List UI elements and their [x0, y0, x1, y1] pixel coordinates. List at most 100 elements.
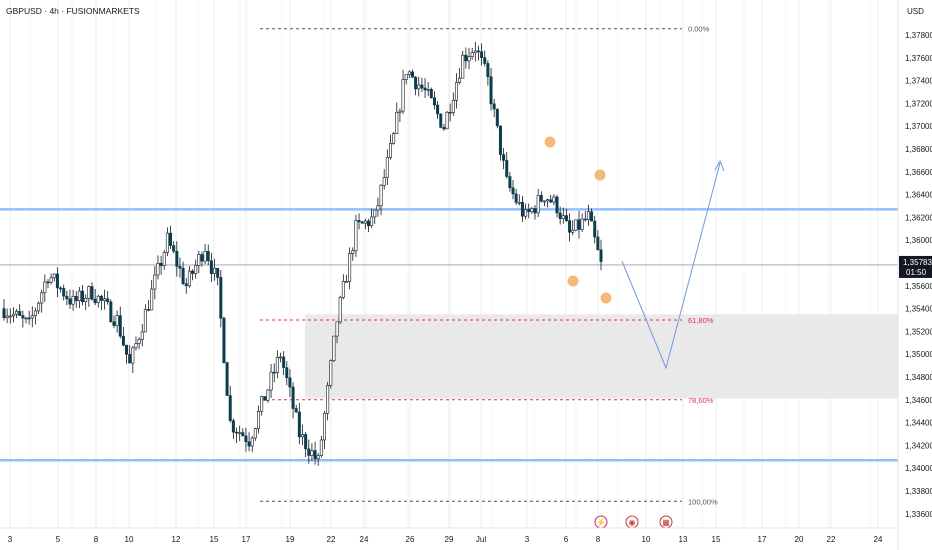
date-label-10: 10 [125, 535, 134, 544]
candle-up [470, 52, 474, 57]
candle-up [77, 290, 81, 302]
candle-down [282, 356, 286, 368]
fib-level-label: 100,00% [688, 497, 718, 506]
fib-level-label: 78,60% [688, 396, 714, 405]
lightning-icon[interactable]: ⚡ [594, 515, 608, 529]
candle-up [530, 208, 534, 213]
candle-up [458, 77, 462, 83]
price-tick-label: 1,36600 [905, 168, 932, 177]
candle-up [134, 343, 138, 349]
date-label-15: 15 [210, 535, 219, 544]
candle-down [216, 267, 220, 278]
candle-up [115, 315, 119, 326]
candle-down [492, 103, 496, 110]
candle-down [313, 450, 317, 460]
candle-down [112, 321, 116, 326]
price-tick-label: 1,33800 [905, 487, 932, 496]
candle-down [590, 211, 594, 222]
date-label-17: 17 [758, 535, 767, 544]
candle-down [476, 50, 480, 53]
candle-down [272, 371, 276, 374]
candle-up [316, 455, 320, 460]
projection-line[interactable] [621, 162, 721, 370]
projection-path[interactable] [621, 159, 725, 370]
candle-up [395, 112, 399, 134]
candle-up [379, 184, 383, 207]
price-tick-label: 1,35000 [905, 350, 932, 359]
fibonacci-levels[interactable]: 0,00% 61,80% 78,60% 100,00% [260, 25, 718, 507]
candlestick-series [2, 41, 603, 466]
candle-down [159, 262, 163, 266]
candle-up [5, 315, 9, 319]
fib-level-label: 0,00% [688, 25, 710, 34]
candle-up [213, 267, 217, 274]
candle-up [574, 219, 578, 231]
price-tick-label: 1,37200 [905, 99, 932, 108]
candle-down [564, 215, 568, 221]
candle-up [376, 205, 380, 211]
date-label-jul: Jul [476, 535, 486, 544]
candle-up [524, 209, 528, 217]
candle-down [558, 212, 562, 219]
price-axis-ticks: 1,37800 1,37600 1,37400 1,37200 1,37000 1,368… [905, 31, 932, 519]
candle-up [37, 302, 41, 312]
candle-down [568, 220, 572, 233]
candle-up [461, 54, 465, 79]
price-tick-label: 1,36200 [905, 213, 932, 222]
candle-down [304, 434, 308, 450]
time-axis-ticks: 3 5 8 10 12 15 17 19 22 24 26 29 Jul 3 6 8 10 13 15 17 20 22 2… [8, 535, 883, 544]
price-tick-label: 1,34000 [905, 464, 932, 473]
us-flag-icon[interactable]: ◉ [625, 515, 639, 529]
candle-down [480, 51, 484, 58]
currency-label: USD [907, 7, 924, 16]
candle-down [423, 87, 427, 91]
event-icon-glyph: ▦ [662, 518, 670, 527]
candle-down [231, 420, 235, 433]
candle-down [244, 435, 248, 443]
date-label-3: 3 [8, 535, 13, 544]
fib-level-label: 61,80% [688, 316, 714, 325]
candle-up [253, 428, 257, 439]
date-label-3: 3 [525, 535, 530, 544]
candle-up [542, 200, 546, 203]
candle-up [162, 252, 166, 266]
candle-down [285, 367, 289, 379]
candle-down [46, 281, 50, 284]
candle-down [121, 335, 125, 346]
fib-retracement-zone[interactable] [305, 314, 898, 399]
candle-down [414, 76, 418, 90]
date-label-24: 24 [874, 535, 883, 544]
date-label-15: 15 [712, 535, 721, 544]
candle-up [300, 434, 304, 438]
current-price-value: 1,35783 [903, 258, 932, 267]
candle-down [209, 260, 213, 274]
candle-down [65, 295, 69, 300]
candle-up [385, 157, 389, 178]
candle-up [33, 310, 37, 317]
candle-down [27, 317, 31, 320]
candle-up [310, 450, 314, 456]
candle-down [68, 298, 72, 305]
candle-up [417, 84, 421, 90]
candle-up [49, 277, 53, 283]
event-icons[interactable]: ⚡ ◉ ▦ [594, 515, 673, 529]
candle-down [247, 441, 251, 447]
candle-up [536, 195, 540, 214]
price-tick-label: 1,35400 [905, 305, 932, 314]
candle-down [172, 245, 176, 252]
candle-up [451, 100, 455, 113]
candle-up [137, 339, 141, 344]
date-label-17: 17 [242, 535, 251, 544]
date-label-12: 12 [172, 535, 181, 544]
horizontal-lines[interactable] [0, 208, 898, 462]
candle-down [483, 57, 487, 64]
candle-up [15, 311, 19, 315]
date-label-6: 6 [564, 535, 569, 544]
candle-down [297, 411, 301, 438]
candle-down [263, 396, 267, 401]
calendar-icon[interactable]: ▦ [659, 515, 673, 529]
candle-up [445, 111, 449, 130]
candle-down [596, 236, 600, 251]
